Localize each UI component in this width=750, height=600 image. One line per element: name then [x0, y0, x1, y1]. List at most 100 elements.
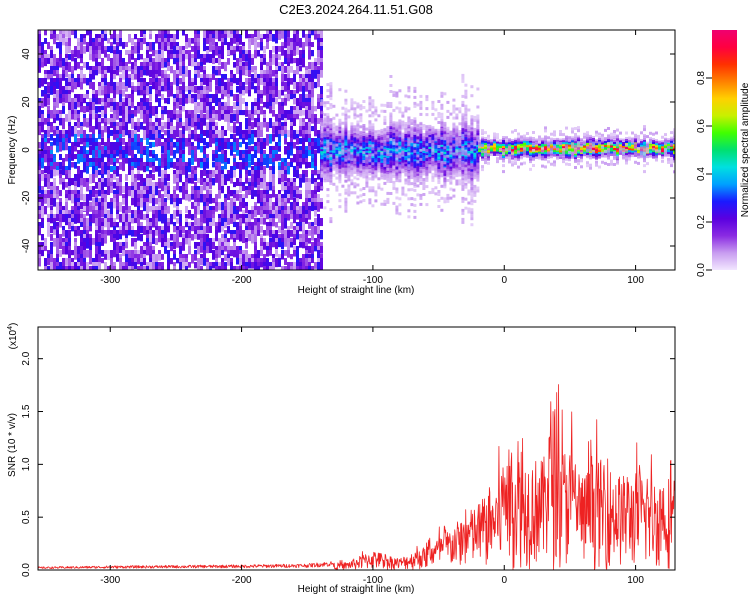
spectrogram-cell	[203, 166, 206, 173]
spectrogram-cell	[302, 174, 305, 183]
spectrogram-cell	[410, 170, 414, 173]
spectrogram-cell	[173, 42, 176, 49]
spectrogram-cell	[167, 222, 170, 229]
spectrogram-cell	[209, 102, 212, 109]
spectrogram-cell	[425, 167, 429, 170]
spectrogram-cell	[65, 174, 68, 180]
spectrogram-cell	[278, 34, 281, 40]
spectrogram-cell	[341, 130, 345, 134]
spectrogram-cell	[83, 218, 86, 227]
spectrogram-cell	[281, 90, 284, 96]
spectrogram-cell	[179, 98, 182, 106]
spectrogram-cell	[161, 206, 164, 212]
spectrogram-cell	[56, 202, 59, 212]
spectrogram-cell	[347, 139, 351, 143]
spectrogram-cell	[380, 172, 384, 176]
spectrogram-cell	[107, 178, 110, 184]
spectrogram-cell	[161, 254, 164, 260]
spectrogram-cell	[215, 158, 218, 166]
spectrogram-cell	[248, 150, 251, 156]
spectrogram-cell	[215, 98, 218, 107]
spectrogram-cell	[38, 226, 41, 236]
spectrogram-cell	[242, 262, 245, 268]
spectrogram-cell	[413, 177, 417, 180]
spectrogram-cell	[185, 218, 188, 226]
spectrogram-cell	[113, 50, 116, 56]
spectrogram-cell	[131, 62, 134, 70]
spectrogram-cell	[320, 186, 324, 190]
spectrogram-cell	[338, 164, 342, 168]
spectrogram-cell	[395, 175, 399, 179]
spectrogram-cell	[101, 86, 104, 94]
spectrogram-cell	[137, 118, 140, 125]
spectrogram-cell	[275, 86, 278, 92]
spectrogram-cell	[425, 149, 429, 153]
spectrogram-cell	[398, 121, 402, 125]
spectrogram-cell	[122, 102, 125, 111]
spectrogram-cell	[212, 218, 215, 226]
spectrogram-cell	[65, 58, 68, 66]
spectrogram-cell	[158, 118, 161, 128]
spectrogram-cell	[83, 158, 86, 166]
spectrogram-cell	[125, 98, 128, 107]
spectrogram-cell	[104, 234, 107, 244]
spectrogram-cell	[167, 162, 170, 169]
spectrogram-cell	[86, 78, 89, 86]
spectrogram-cell	[119, 146, 122, 152]
spectrogram-cell	[149, 242, 152, 249]
spectrogram-cell	[317, 58, 320, 66]
spectrogram-cell	[305, 94, 308, 100]
spectrogram-cell	[176, 118, 179, 124]
spectrogram-cell	[362, 124, 366, 127]
spectrogram-cell	[428, 134, 432, 138]
spectrogram-cell	[320, 129, 324, 132]
spectrogram-cell	[131, 130, 134, 140]
spectrogram-cell	[323, 129, 327, 132]
spectrogram-cell	[215, 78, 218, 86]
spectrogram-cell	[140, 70, 143, 78]
spectrogram-cell	[143, 62, 146, 69]
spectrogram-cell	[209, 238, 212, 248]
spectrogram-cell	[335, 131, 339, 135]
spectrogram-cell	[194, 34, 197, 40]
spectrogram-cell	[197, 34, 200, 42]
spectrogram-cell	[356, 151, 360, 155]
spectrogram-cell	[68, 42, 71, 50]
spectrogram-cell	[413, 125, 417, 128]
spectrogram-cell	[263, 90, 266, 96]
spectrogram-cell	[359, 125, 363, 129]
spectrogram-cell	[398, 131, 402, 135]
spectrogram-cell	[104, 98, 107, 106]
spectrogram-cell	[287, 230, 290, 239]
spectrogram-cell	[44, 94, 47, 102]
spectrogram-cell	[65, 46, 68, 56]
spectrogram-cell	[122, 214, 125, 224]
spectrogram-cell	[152, 206, 155, 212]
spectrogram-cell	[41, 150, 44, 158]
spectrogram-cell	[380, 162, 384, 166]
spectrogram-cell	[419, 130, 423, 134]
spectrogram-cell	[407, 176, 411, 180]
spectrogram-cell	[86, 134, 89, 140]
spectrogram-cell	[173, 94, 176, 102]
spectrogram-cell	[407, 150, 411, 154]
spectrogram-cell	[143, 102, 146, 110]
spectrogram-cell	[338, 130, 342, 134]
spectrogram-cell	[380, 151, 384, 155]
spectrogram-cell	[266, 190, 269, 196]
spectrogram-cell	[89, 30, 92, 36]
spectrogram-cell	[356, 159, 360, 163]
spectrogram-cell	[395, 169, 399, 173]
spectrogram-cell	[116, 126, 119, 134]
spectrogram-cell	[182, 162, 185, 168]
spectrogram-cell	[362, 169, 366, 172]
spectrogram-cell	[146, 166, 149, 172]
spectrogram-cell	[158, 86, 161, 94]
spectrogram-cell	[362, 143, 366, 147]
spectrogram-cell	[248, 70, 251, 78]
spectrogram-cell	[134, 154, 137, 162]
spectrogram-cell	[413, 131, 417, 135]
spectrogram-cell	[314, 154, 317, 162]
spectrogram-cell	[92, 166, 95, 176]
spectrogram-cell	[344, 135, 348, 139]
